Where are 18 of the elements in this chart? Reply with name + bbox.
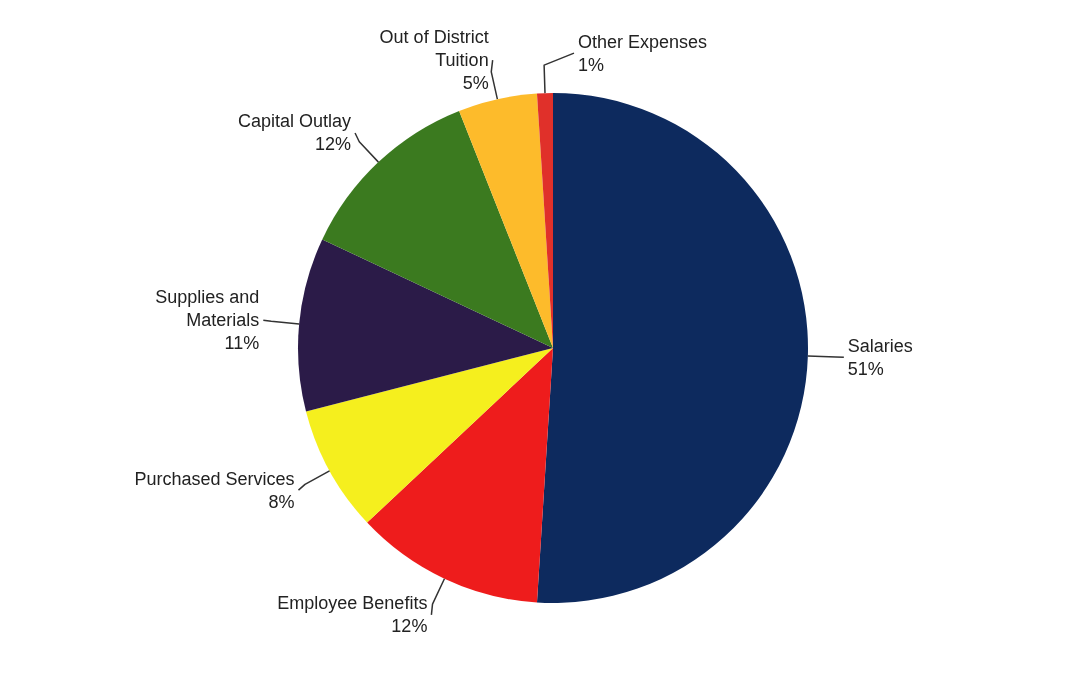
slice-label: Out of District Tuition: [379, 27, 489, 71]
data-label: 51%: [847, 358, 884, 379]
data-label: 8%: [268, 491, 295, 512]
slice-label: Capital Outlay: [238, 111, 352, 132]
pie-slice: [298, 239, 553, 412]
data-label: 5%: [462, 73, 489, 94]
slice-label: Employee Benefits: [277, 593, 428, 614]
pie-slice: [459, 93, 553, 348]
slice-label: Other Expenses: [578, 31, 708, 52]
data-label: 1%: [578, 54, 605, 75]
slice-label: Salaries: [847, 335, 913, 356]
data-label: 12%: [315, 134, 352, 155]
pie-slice: [306, 348, 553, 523]
data-label: 11%: [224, 333, 260, 354]
slice-label: Supplies and Materials: [155, 287, 260, 331]
data-label: 12%: [391, 616, 428, 637]
slice-label: Purchased Services: [134, 468, 295, 489]
pie-slice: [536, 93, 808, 603]
